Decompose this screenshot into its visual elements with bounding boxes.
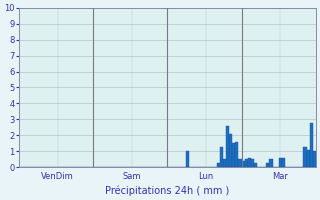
- Bar: [313, 151, 316, 167]
- Bar: [269, 159, 273, 167]
- X-axis label: Précipitations 24h ( mm ): Précipitations 24h ( mm ): [105, 185, 229, 196]
- Bar: [236, 142, 238, 167]
- Bar: [226, 126, 229, 167]
- Bar: [307, 150, 310, 167]
- Bar: [251, 159, 254, 167]
- Bar: [245, 159, 248, 167]
- Bar: [303, 147, 307, 167]
- Bar: [238, 159, 242, 167]
- Bar: [254, 163, 257, 167]
- Bar: [282, 158, 285, 167]
- Bar: [229, 134, 232, 167]
- Bar: [220, 147, 223, 167]
- Bar: [232, 143, 236, 167]
- Bar: [266, 163, 269, 167]
- Bar: [242, 161, 245, 167]
- Bar: [217, 163, 220, 167]
- Bar: [310, 123, 313, 167]
- Bar: [186, 151, 189, 167]
- Bar: [223, 159, 226, 167]
- Bar: [279, 158, 282, 167]
- Bar: [248, 158, 251, 167]
